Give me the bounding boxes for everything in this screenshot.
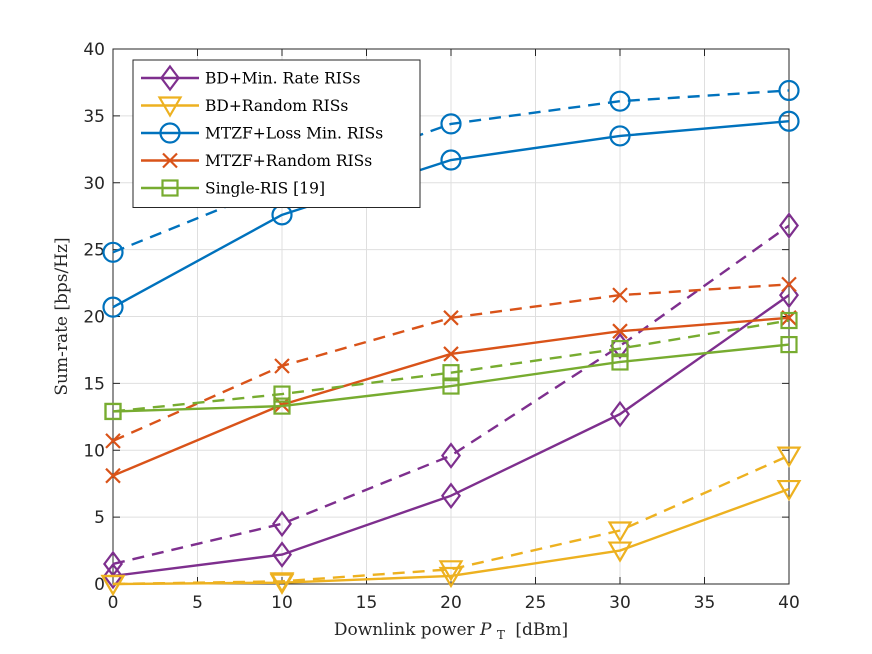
data-point-dashed [612,287,628,303]
series-2 [100,446,802,597]
data-point-dashed [611,340,629,358]
data-point-dashed [105,433,121,449]
series-line-solid [112,343,790,413]
data-point-solid [272,541,292,568]
svg-text:Downlink power P: Downlink power P T [dBm] [334,620,568,644]
x-axis-title-unit: [dBm] [515,620,568,640]
series-line-solid [112,487,790,586]
x-tick-label: 15 [356,593,378,613]
x-axis-title: Downlink power P T [dBm] [334,620,568,644]
x-tick-label: 0 [108,593,119,613]
data-point-solid [610,400,630,428]
data-point-solid [440,149,462,171]
y-tick-label: 0 [94,575,105,595]
legend-marker [157,96,183,118]
legend: BD+Min. Rate RISs BD+Random RISs MTZF+Loss… [132,59,421,208]
legend-marker [159,122,181,144]
y-tick-label: 25 [83,241,105,261]
data-point-solid [438,566,464,589]
y-tick-label: 30 [83,174,105,194]
y-tick-label: 10 [83,441,105,461]
legend-item: Single-RIS [19] [141,179,325,198]
x-tick-label: 40 [778,593,800,613]
legend-marker [162,152,178,169]
data-point-solid [612,323,628,339]
data-point-solid [611,353,629,371]
data-point-solid [102,296,124,318]
data-point-dashed [442,364,460,382]
legend-marker [160,64,180,92]
x-axis-title-subscript: T [497,628,505,642]
y-tick-label: 15 [83,374,105,394]
data-point-dashed [443,310,459,326]
x-tick-label: 5 [192,593,203,613]
legend-label: MTZF+Loss Min. RISs [205,125,383,143]
legend-label: MTZF+Random RISs [205,152,372,170]
data-point-solid [443,346,459,362]
data-point-dashed [780,311,798,330]
x-axis-title-symbol: P [479,620,492,640]
data-point-solid [100,574,126,597]
y-tick-label: 5 [94,508,105,528]
data-point-solid [273,397,291,415]
data-point-dashed [272,510,292,538]
series-line-solid [112,120,790,309]
legend-item: BD+Random RISs [141,96,348,118]
data-point-dashed [776,446,802,468]
data-point-solid [274,396,290,413]
y-tick-label: 35 [83,107,105,127]
series-line-solid [112,294,790,578]
data-point-solid [105,467,121,484]
data-point-dashed [778,79,800,102]
x-tick-label: 25 [525,593,547,613]
data-point-solid [441,482,461,510]
legend-label: Single-RIS [19] [205,180,325,198]
data-point-dashed [273,385,291,403]
data-point-solid [442,377,460,395]
data-point-dashed [779,212,799,239]
series-line-dashed [112,319,790,413]
legend-marker [161,179,179,197]
data-point-solid [778,110,800,132]
y-tick-label: 40 [83,40,105,60]
series-5 [104,311,798,421]
data-point-dashed [274,358,290,374]
data-point-dashed [438,560,464,582]
data-point-dashed [102,241,124,263]
x-tick-label: 10 [271,593,293,613]
legend-item: BD+Min. Rate RISs [141,64,360,92]
legend-item: MTZF+Loss Min. RISs [141,122,383,144]
series-layer [100,79,802,597]
x-tick-label: 20 [440,593,462,613]
legend-label: BD+Random RISs [205,97,348,115]
data-point-dashed [607,521,633,543]
data-point-dashed [440,113,462,135]
x-tick-label: 35 [694,593,716,613]
x-tick-label: 30 [609,593,631,613]
series-line-dashed [112,224,790,566]
legend-label: BD+Min. Rate RISs [205,70,360,88]
data-point-solid [269,573,295,595]
data-point-solid [103,562,123,590]
data-point-solid [607,541,633,563]
y-axis-title: Sum-rate [bps/Hz] [52,237,72,395]
data-point-solid [104,402,122,421]
x-axis-title-text: Downlink power [334,620,476,640]
data-point-solid [609,125,631,147]
legend-item: MTZF+Random RISs [141,152,372,170]
data-point-solid [780,335,798,354]
data-point-solid [776,479,802,502]
data-point-dashed [609,90,631,112]
data-point-dashed [781,276,797,293]
y-tick-label: 20 [83,308,105,328]
data-point-dashed [441,442,461,469]
